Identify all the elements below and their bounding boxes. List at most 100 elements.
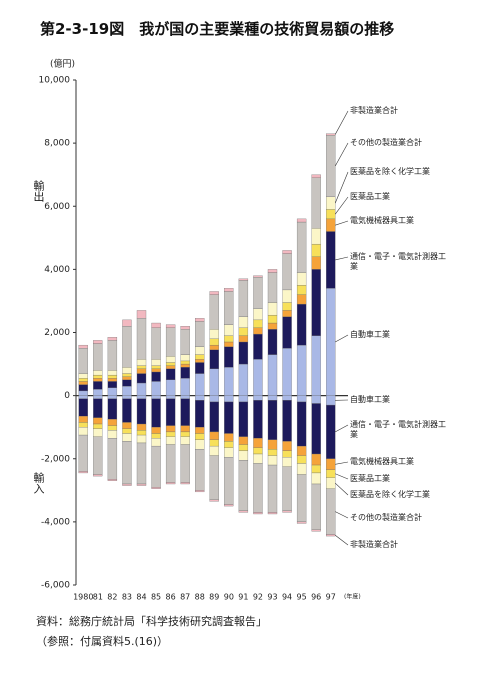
export-bar-segment bbox=[136, 373, 147, 384]
import-bar-segment bbox=[253, 400, 263, 439]
import-bar-segment bbox=[93, 423, 103, 429]
export-bar-segment bbox=[122, 373, 132, 377]
import-bar-segment bbox=[238, 436, 249, 445]
import-bar-segment bbox=[165, 425, 176, 433]
export-bar-segment bbox=[122, 326, 132, 368]
import-bar-segment bbox=[78, 422, 88, 428]
export-bar-segment bbox=[195, 318, 205, 322]
legend-label: 非製造業合計 bbox=[350, 540, 398, 549]
import-bar-segment bbox=[282, 395, 292, 401]
leader-line bbox=[335, 473, 349, 480]
import-bar-segment bbox=[136, 395, 147, 399]
export-bar-segment bbox=[267, 322, 278, 330]
export-bar-segment bbox=[136, 359, 147, 366]
import-bar-segment bbox=[311, 464, 321, 474]
export-bar-segment bbox=[93, 343, 103, 371]
export-bar-segment bbox=[180, 354, 190, 362]
export-bar-segment bbox=[296, 221, 307, 273]
import-bar-segment bbox=[282, 441, 292, 452]
import-bar-segment bbox=[296, 401, 307, 447]
import-bar-segment bbox=[165, 395, 176, 399]
legend-label: 非製造業合計 bbox=[350, 106, 398, 115]
import-bar-segment bbox=[136, 423, 147, 431]
import-label: 輸入 bbox=[32, 471, 45, 494]
import-bar-segment bbox=[195, 395, 205, 401]
export-bar-segment bbox=[238, 341, 249, 365]
export-bar-segment bbox=[136, 365, 147, 369]
import-bar-segment bbox=[107, 479, 118, 481]
import-bar-segment bbox=[165, 398, 176, 426]
export-bar-segment bbox=[122, 386, 132, 396]
leader-line bbox=[334, 196, 349, 215]
export-bar-segment bbox=[78, 381, 88, 385]
import-bar-segment bbox=[238, 450, 249, 461]
import-bar-segment bbox=[93, 395, 103, 399]
export-bar-segment bbox=[326, 196, 336, 210]
import-bar-segment bbox=[151, 487, 161, 489]
export-bar-segment bbox=[224, 341, 234, 347]
import-bar-segment bbox=[78, 434, 88, 472]
export-bar-segment bbox=[282, 302, 292, 311]
import-bar-segment bbox=[180, 436, 190, 445]
legend-label: 医薬品を除く化学工業 bbox=[350, 490, 430, 499]
export-bar-segment bbox=[326, 231, 336, 289]
leader-line bbox=[335, 256, 349, 261]
export-bar-segment bbox=[296, 272, 307, 286]
import-bar-segment bbox=[253, 447, 263, 455]
export-bar-segment bbox=[238, 335, 249, 343]
export-bar-segment bbox=[78, 373, 88, 379]
x-tick-label: 84 bbox=[136, 593, 146, 602]
import-bar-segment bbox=[180, 431, 190, 437]
y-tick-label: 8,000 bbox=[44, 139, 70, 149]
import-bar-segment bbox=[238, 395, 249, 403]
import-bar-segment bbox=[326, 404, 336, 459]
export-bar-segment bbox=[238, 327, 249, 336]
import-bar-segment bbox=[165, 436, 176, 445]
y-tick-label: 10,000 bbox=[39, 76, 71, 86]
export-bar-segment bbox=[136, 382, 147, 396]
import-bar-segment bbox=[267, 400, 278, 440]
import-bar-segment bbox=[78, 415, 88, 423]
import-bar-segment bbox=[136, 483, 147, 486]
x-tick-label: 88 bbox=[195, 593, 205, 602]
legend-label: 電気機械器具工業 bbox=[350, 216, 414, 225]
export-bar-segment bbox=[224, 291, 234, 325]
export-bar-segment bbox=[180, 367, 190, 379]
export-bar-segment bbox=[311, 269, 321, 336]
import-bar-segment bbox=[296, 455, 307, 464]
import-bar-segment bbox=[180, 444, 190, 483]
export-bar-segment bbox=[209, 329, 219, 339]
export-bar-segment bbox=[253, 319, 263, 328]
import-bar-segment bbox=[311, 529, 321, 532]
import-bar-segment bbox=[326, 395, 336, 406]
leader-line bbox=[335, 461, 349, 465]
import-bar-segment bbox=[267, 512, 278, 515]
import-bar-segment bbox=[93, 398, 103, 418]
export-bar-segment bbox=[326, 133, 336, 136]
export-bar-segment bbox=[282, 253, 292, 291]
export-bar-segment bbox=[78, 384, 88, 392]
export-bar-segment bbox=[165, 356, 176, 363]
export-bar-segment bbox=[267, 329, 278, 355]
import-bar-segment bbox=[78, 471, 88, 474]
export-bar-segment bbox=[78, 348, 88, 374]
import-bar-segment bbox=[195, 427, 205, 434]
export-bar-segment bbox=[107, 387, 118, 396]
import-bar-segment bbox=[180, 395, 190, 399]
export-bar-segment bbox=[238, 316, 249, 328]
x-tick-label: 97 bbox=[326, 593, 336, 602]
import-bar-segment bbox=[326, 469, 336, 478]
x-tick-label: 86 bbox=[166, 593, 176, 602]
import-bar-segment bbox=[93, 474, 103, 477]
export-bar-segment bbox=[311, 243, 321, 257]
x-tick-label: 82 bbox=[107, 593, 117, 602]
x-tick-label: 95 bbox=[297, 593, 307, 602]
import-bar-segment bbox=[151, 438, 161, 447]
import-bar-segment bbox=[209, 445, 219, 456]
legend-label: 通信・電子・電気計測器工業 bbox=[350, 420, 446, 439]
import-bar-segment bbox=[195, 400, 205, 428]
x-tick-label: 85 bbox=[151, 593, 161, 602]
import-bar-segment bbox=[136, 398, 147, 425]
import-bar-segment bbox=[195, 439, 205, 450]
